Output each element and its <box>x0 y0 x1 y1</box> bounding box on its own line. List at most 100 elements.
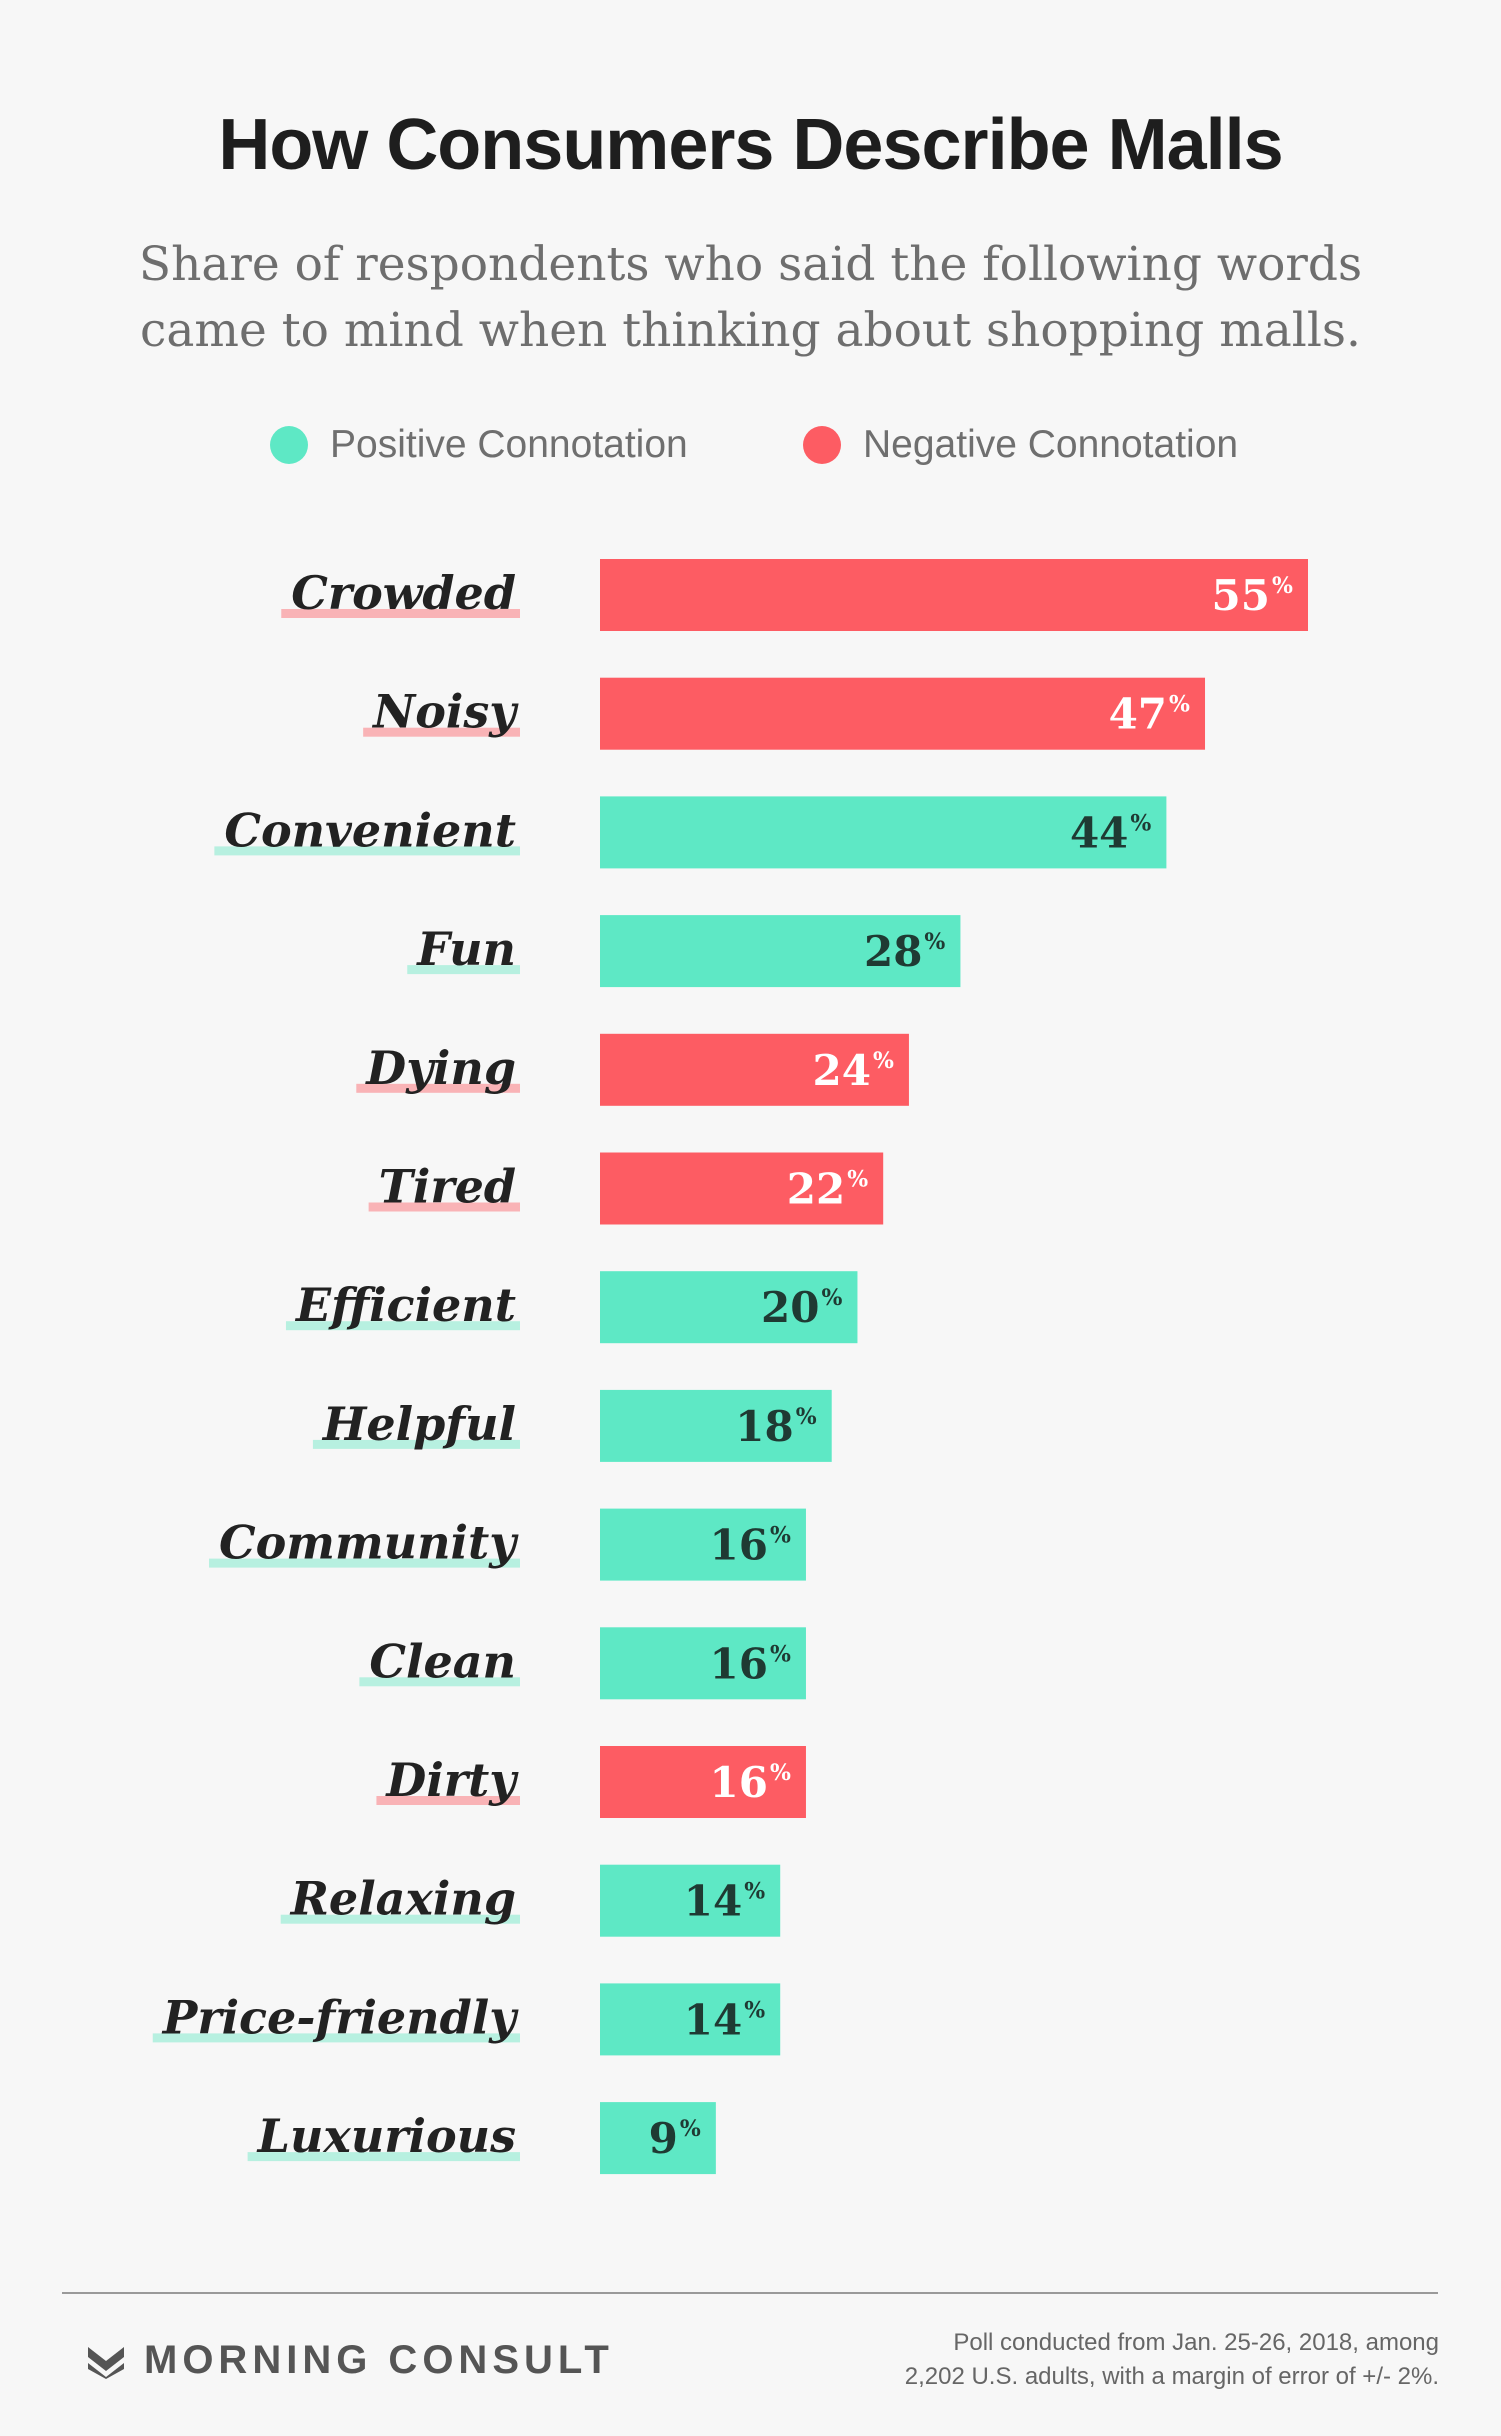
bar <box>600 1152 884 1225</box>
bar-row: Efficient 20% <box>285 1271 858 1344</box>
category-underline <box>281 609 520 618</box>
bar <box>600 1508 806 1581</box>
category-label: Convenient <box>224 803 516 857</box>
category-label: Dying <box>364 1041 516 1095</box>
legend-negative-label: Negative Connotation <box>863 423 1239 466</box>
category-underline <box>359 1677 520 1687</box>
bar <box>600 1864 781 1937</box>
value-unit: % <box>770 1760 791 1786</box>
morning-consult-logo-icon <box>88 2346 124 2379</box>
value-unit: % <box>796 1404 817 1430</box>
category-label: Luxurious <box>256 2109 516 2163</box>
bar <box>600 1983 781 2056</box>
bar <box>600 677 1206 750</box>
value-unit: % <box>1130 810 1151 836</box>
bar-row: Dying 24% <box>356 1033 909 1106</box>
category-label: Community <box>219 1516 519 1570</box>
category-underline <box>363 727 520 737</box>
value-label: 47 <box>1109 690 1167 739</box>
category-label: Dirty <box>384 1753 519 1807</box>
bar-row: Community 16% <box>209 1508 806 1581</box>
legend-positive: Positive Connotation <box>270 415 688 475</box>
category-label: Tired <box>379 1160 516 1214</box>
value-unit: % <box>847 1167 868 1193</box>
category-label: Relaxing <box>289 1872 516 1926</box>
category-label: Efficient <box>294 1278 516 1332</box>
category-label: Price-friendly <box>161 1990 520 2044</box>
bar-row: Dirty 16% <box>376 1746 806 1818</box>
bar-row: Price-friendly 14% <box>152 1983 781 2056</box>
category-underline <box>247 2152 520 2162</box>
value-unit: % <box>770 1641 791 1667</box>
bar-row: Crowded 55% <box>281 559 1308 631</box>
bar <box>600 559 1308 631</box>
value-label: 9 <box>649 2114 678 2163</box>
category-underline <box>312 1439 520 1449</box>
value-label: 20 <box>761 1283 819 1332</box>
legend-negative-swatch <box>803 426 841 464</box>
category-underline <box>152 2033 520 2043</box>
category-label: Helpful <box>321 1397 516 1451</box>
category-underline <box>280 1914 520 1924</box>
bar <box>600 1033 909 1106</box>
category-underline <box>407 965 520 975</box>
bar <box>600 2102 716 2175</box>
category-label: Fun <box>415 922 516 976</box>
poll-note-line-1: Poll conducted from Jan. 25-26, 2018, am… <box>953 2329 1439 2356</box>
legend-positive-swatch <box>270 426 308 464</box>
value-unit: % <box>1272 573 1293 599</box>
bar-row: Helpful 18% <box>312 1389 832 1462</box>
bar-row: Luxurious 9% <box>247 2102 716 2175</box>
bar <box>600 796 1167 869</box>
category-underline <box>356 1083 520 1093</box>
category-label: Crowded <box>291 566 516 620</box>
value-label: 18 <box>735 1402 793 1451</box>
value-label: 24 <box>812 1046 870 1095</box>
value-label: 44 <box>1070 808 1128 857</box>
value-label: 16 <box>710 1758 768 1807</box>
bar <box>600 1389 832 1462</box>
bar <box>600 1746 806 1818</box>
brand-name: MORNING CONSULT <box>144 2338 614 2382</box>
brand-logo: MORNING CONSULT <box>86 2338 614 2383</box>
bar-row: Noisy 47% <box>363 677 1206 750</box>
bar-row: Convenient 44% <box>214 796 1167 869</box>
bar-row: Relaxing 14% <box>280 1864 781 1937</box>
value-label: 14 <box>684 1995 742 2044</box>
bar <box>600 915 961 988</box>
value-unit: % <box>680 2116 701 2142</box>
category-underline <box>214 846 520 856</box>
category-label: Noisy <box>371 685 519 739</box>
value-unit: % <box>770 1523 791 1549</box>
category-underline <box>209 1558 520 1568</box>
value-unit: % <box>1169 692 1190 718</box>
bar <box>600 1627 806 1700</box>
bar-row: Clean 16% <box>359 1627 806 1700</box>
value-label: 16 <box>710 1639 768 1688</box>
value-label: 28 <box>864 927 922 976</box>
chart-subtitle: Share of respondents who said the follow… <box>138 237 1363 358</box>
value-label: 55 <box>1212 571 1270 620</box>
legend-negative: Negative Connotation <box>803 415 1238 475</box>
value-unit: % <box>744 1879 765 1905</box>
value-label: 14 <box>684 1877 742 1926</box>
category-underline <box>285 1321 520 1331</box>
bar-row: Tired 22% <box>368 1152 884 1225</box>
value-label: 16 <box>710 1521 768 1570</box>
value-unit: % <box>821 1285 842 1311</box>
chart-title: How Consumers Describe Malls <box>218 105 1283 185</box>
value-label: 22 <box>787 1165 845 1214</box>
value-unit: % <box>873 1048 894 1074</box>
bar-row: Fun 28% <box>407 915 961 988</box>
category-underline <box>368 1202 520 1212</box>
poll-note: Poll conducted from Jan. 25-26, 2018, am… <box>739 2326 1439 2394</box>
bar <box>600 1271 858 1344</box>
footer-divider <box>62 2292 1438 2294</box>
value-unit: % <box>744 1997 765 2023</box>
legend-positive-label: Positive Connotation <box>330 423 688 466</box>
poll-note-line-2: 2,202 U.S. adults, with a margin of erro… <box>904 2363 1439 2390</box>
category-label: Clean <box>369 1634 516 1688</box>
category-underline <box>376 1796 520 1805</box>
value-unit: % <box>924 929 945 955</box>
